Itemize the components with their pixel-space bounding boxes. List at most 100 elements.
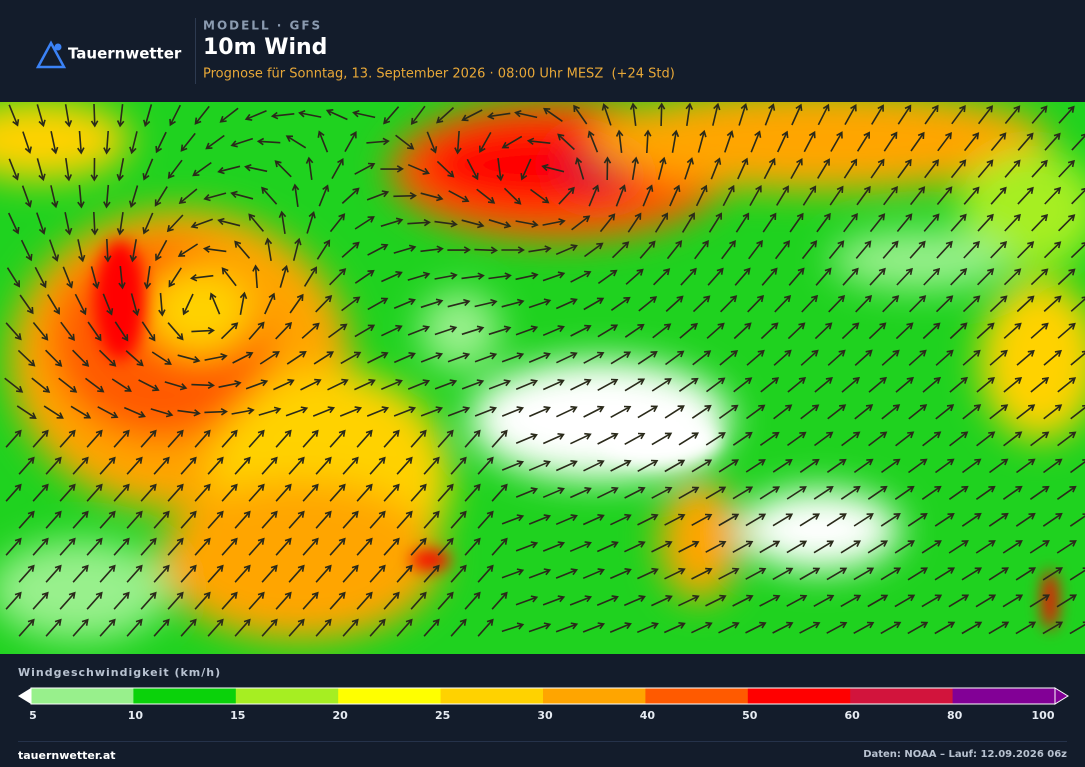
- wind-arrow: [923, 267, 941, 286]
- wind-arrow: [477, 564, 494, 583]
- wind-arrow: [828, 240, 845, 260]
- wind-arrow: [710, 157, 722, 180]
- wind-arrow: [194, 537, 211, 556]
- wind-arrow: [168, 267, 182, 288]
- logo: [35, 40, 67, 69]
- wind-arrow: [180, 510, 197, 529]
- wind-arrow: [501, 406, 525, 417]
- brand[interactable]: Tauernwetter: [68, 45, 182, 63]
- wind-arrow: [244, 163, 268, 173]
- wind-arrow: [434, 379, 458, 390]
- wind-arrow: [515, 379, 539, 390]
- wind-arrow: [1043, 404, 1063, 420]
- site-link[interactable]: tauernwetter.at: [18, 749, 116, 762]
- wind-arrow: [881, 404, 901, 420]
- wind-arrow: [679, 322, 699, 339]
- wind-arrow: [167, 483, 184, 502]
- subtitle: Prognose für Sonntag, 13. September 2026…: [203, 67, 675, 82]
- wind-arrow: [732, 486, 754, 500]
- wind-arrow: [637, 405, 659, 419]
- wind-arrow: [393, 352, 416, 364]
- wind-arrow: [855, 240, 872, 259]
- wind-arrow: [762, 212, 777, 233]
- wind-arrow: [166, 214, 184, 233]
- wind-arrow: [637, 459, 659, 473]
- wind-arrow: [734, 267, 751, 286]
- wind-arrow: [514, 109, 538, 119]
- wind-arrow: [248, 591, 265, 610]
- wind-arrow: [501, 246, 525, 254]
- wind-arrow: [99, 618, 116, 637]
- wind-arrow: [897, 104, 912, 125]
- wind-arrow: [447, 246, 471, 254]
- wind-arrow: [813, 540, 835, 554]
- wind-arrow: [501, 135, 523, 149]
- wind-arrow: [1029, 594, 1051, 608]
- wind-arrow: [843, 158, 858, 179]
- wind-arrow: [150, 408, 174, 418]
- wind-arrow: [207, 618, 224, 637]
- wind-arrow: [464, 429, 481, 448]
- wind-arrow: [610, 405, 632, 419]
- wind-arrow: [288, 456, 305, 475]
- wind-arrow: [21, 185, 33, 208]
- wind-arrow: [989, 404, 1009, 420]
- wind-arrow: [155, 131, 167, 154]
- wind-arrow: [420, 192, 444, 202]
- wind-arrow: [59, 483, 76, 502]
- wind-arrow: [113, 483, 130, 502]
- wind-arrow: [801, 294, 819, 313]
- wind-arrow: [491, 537, 508, 556]
- wind-arrow: [732, 594, 754, 607]
- wind-arrow: [1004, 105, 1021, 125]
- wind-arrow: [153, 456, 170, 475]
- wind-arrow: [248, 537, 265, 556]
- wind-arrow: [329, 591, 346, 610]
- wind-arrow: [339, 406, 363, 417]
- wind-arrow: [609, 568, 632, 580]
- wind-arrow: [515, 272, 539, 281]
- wind-arrow: [18, 618, 35, 637]
- wind-arrow: [501, 622, 525, 633]
- wind-arrow: [678, 377, 699, 392]
- wind-arrow: [515, 595, 539, 606]
- wind-arrow: [501, 298, 525, 308]
- wind-arrow: [692, 295, 711, 313]
- wind-arrow: [64, 212, 73, 236]
- wind-arrow: [896, 213, 913, 233]
- wind-arrow: [461, 109, 483, 122]
- wind-arrow: [977, 213, 994, 232]
- wind-arrow: [636, 622, 659, 634]
- wind-arrow: [234, 456, 251, 475]
- wind-arrow: [140, 591, 157, 610]
- wind-arrow: [976, 431, 996, 447]
- wind-arrow: [138, 379, 160, 392]
- wind-arrow: [880, 621, 902, 635]
- wind-arrow: [588, 184, 600, 207]
- wind-arrow: [234, 510, 251, 529]
- wind-arrow: [244, 110, 267, 121]
- wind-arrow: [853, 621, 875, 635]
- wind-arrow: [868, 431, 888, 447]
- wind-arrow: [962, 295, 981, 313]
- wind-arrow: [669, 184, 681, 207]
- wind-arrow: [826, 567, 848, 581]
- wind-arrow: [990, 240, 1008, 259]
- wind-arrow: [963, 132, 980, 152]
- wind-arrow: [1016, 458, 1036, 474]
- wind-arrow: [829, 185, 844, 206]
- wind-arrow: [383, 483, 400, 502]
- wind-arrow: [597, 486, 619, 499]
- wind-arrow: [638, 296, 658, 312]
- wind-arrow: [354, 324, 376, 338]
- wind-arrow: [305, 156, 314, 181]
- wind-arrow: [724, 130, 734, 153]
- wind-arrow: [653, 268, 671, 286]
- wind-arrow: [303, 266, 318, 287]
- wind-arrow: [90, 266, 100, 290]
- wind-arrow: [625, 268, 644, 285]
- wind-arrow: [232, 351, 254, 364]
- legend-swatch: [645, 688, 749, 704]
- map: [0, 102, 1085, 654]
- wind-arrow: [5, 429, 22, 448]
